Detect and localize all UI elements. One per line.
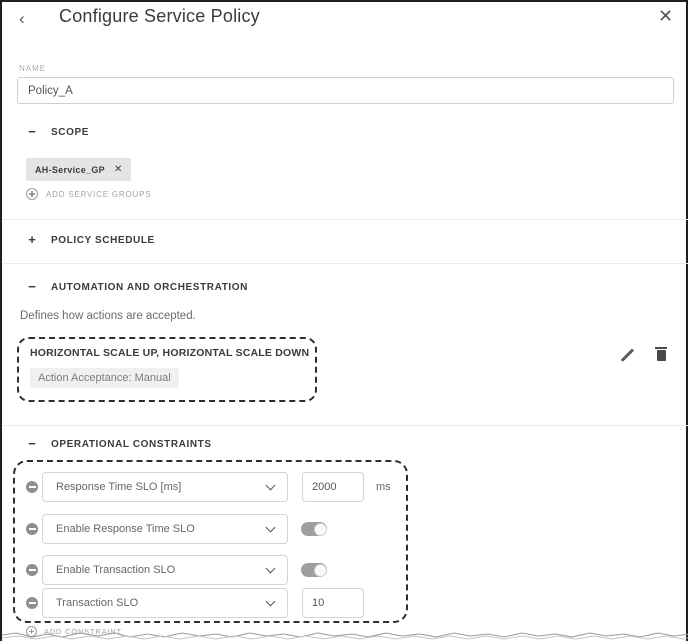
toggle-knob [314, 522, 327, 536]
constraint-select-value: Enable Transaction SLO [56, 564, 176, 576]
torn-edge-decoration [2, 632, 688, 640]
section-operational-constraints-label: OPERATIONAL CONSTRAINTS [51, 438, 212, 450]
add-constraint-label: ADD CONSTRAINT [44, 627, 122, 636]
section-policy-schedule-header[interactable]: + POLICY SCHEDULE [26, 232, 155, 247]
constraint-type-select[interactable]: Transaction SLO [42, 588, 288, 618]
constraint-type-select[interactable]: Response Time SLO [ms] [42, 472, 288, 502]
enable-response-time-slo-toggle[interactable] [301, 522, 327, 536]
plus-circle-icon [26, 188, 38, 200]
remove-constraint-icon[interactable] [26, 597, 38, 609]
chevron-down-icon [265, 563, 276, 574]
constraint-row-enable-transaction-slo: Enable Transaction SLO [2, 555, 422, 585]
collapse-icon[interactable]: − [28, 124, 36, 139]
constraint-select-value: Enable Response Time SLO [56, 523, 195, 535]
constraint-type-select[interactable]: Enable Response Time SLO [42, 514, 288, 544]
page-title: Configure Service Policy [59, 6, 260, 26]
constraints-annotation-box [13, 460, 408, 623]
section-policy-schedule-label: POLICY SCHEDULE [51, 234, 155, 246]
constraint-type-select[interactable]: Enable Transaction SLO [42, 555, 288, 585]
close-icon[interactable]: ✕ [658, 6, 674, 26]
section-scope-header[interactable]: − SCOPE [26, 124, 90, 139]
delete-trash-icon[interactable] [655, 346, 667, 362]
name-field-label: NAME [19, 64, 47, 73]
scope-chip-ah-service-gp[interactable]: AH-Service_GP ✕ [26, 158, 132, 181]
divider [2, 219, 688, 220]
toggle-knob [314, 563, 327, 577]
chevron-down-icon [265, 480, 276, 491]
transaction-slo-input[interactable] [302, 588, 364, 618]
divider [2, 263, 688, 264]
divider [2, 425, 688, 426]
chip-remove-icon[interactable]: ✕ [113, 163, 123, 175]
constraint-row-response-time-slo: Response Time SLO [ms] ms [2, 472, 422, 502]
constraint-select-value: Transaction SLO [56, 597, 139, 609]
expand-icon[interactable]: + [28, 232, 36, 247]
remove-constraint-icon[interactable] [26, 481, 38, 493]
section-operational-constraints-header[interactable]: − OPERATIONAL CONSTRAINTS [26, 436, 212, 451]
enable-transaction-slo-toggle[interactable] [301, 563, 327, 577]
response-time-slo-input[interactable] [302, 472, 364, 502]
automation-action-title: HORIZONTAL SCALE UP, HORIZONTAL SCALE DO… [30, 347, 310, 359]
collapse-icon[interactable]: − [28, 436, 36, 451]
policy-name-input[interactable] [17, 77, 674, 104]
edit-pencil-icon[interactable] [618, 346, 636, 364]
collapse-icon[interactable]: − [28, 279, 36, 294]
unit-label: ms [376, 481, 391, 493]
section-scope-label: SCOPE [51, 126, 90, 138]
remove-constraint-icon[interactable] [26, 564, 38, 576]
automation-description: Defines how actions are accepted. [20, 310, 196, 322]
constraint-select-value: Response Time SLO [ms] [56, 481, 182, 493]
chevron-down-icon [265, 522, 276, 533]
add-service-groups-button[interactable]: ADD SERVICE GROUPS [26, 188, 151, 200]
chip-label: AH-Service_GP [35, 164, 105, 175]
add-service-groups-label: ADD SERVICE GROUPS [46, 189, 152, 199]
section-automation-header[interactable]: − AUTOMATION AND ORCHESTRATION [26, 279, 248, 294]
constraint-row-transaction-slo: Transaction SLO [2, 588, 422, 618]
automation-annotation-box [17, 337, 317, 402]
remove-constraint-icon[interactable] [26, 523, 38, 535]
action-acceptance-badge: Action Acceptance: Manual [30, 368, 179, 388]
chevron-down-icon [265, 596, 276, 607]
constraint-row-enable-response-time-slo: Enable Response Time SLO [2, 514, 422, 544]
section-automation-label: AUTOMATION AND ORCHESTRATION [51, 281, 248, 293]
back-icon[interactable]: ‹ [19, 9, 25, 28]
